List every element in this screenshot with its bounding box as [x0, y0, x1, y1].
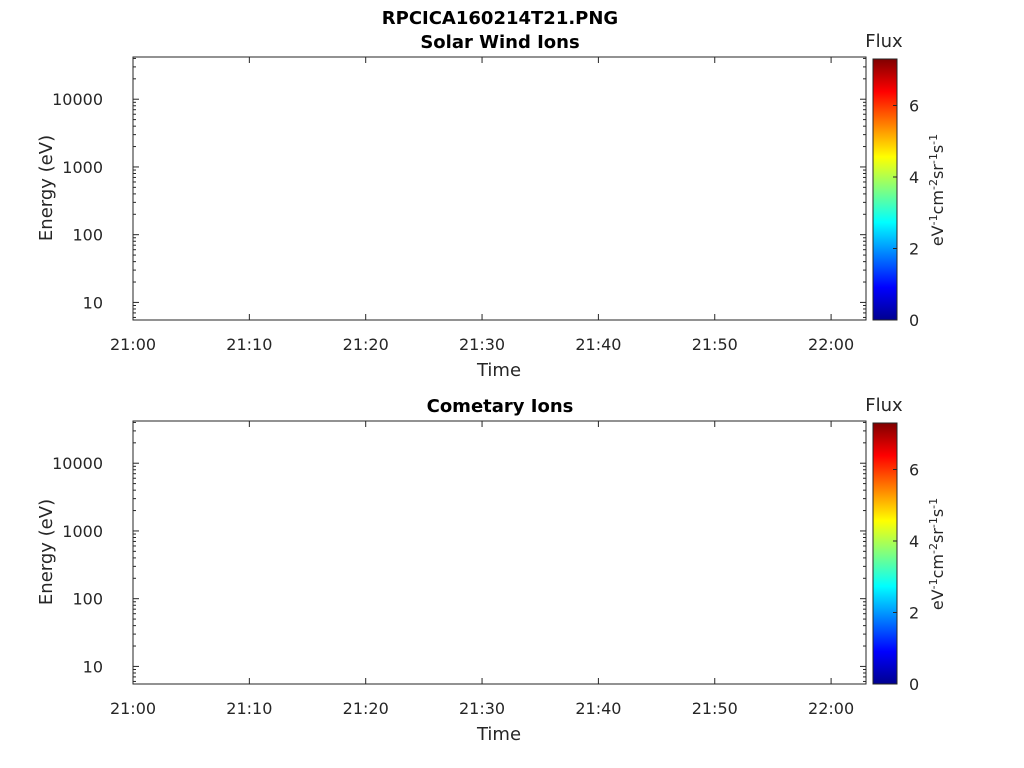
colorbar-tick-label: 2: [909, 239, 919, 258]
colorbar-label-solar-wind: eV-1cm-2sr-1s-1: [927, 134, 948, 246]
panel-solar-wind: Solar Wind Ions 21:00 21:10 21:20 21:30 21:4…: [36, 31, 948, 381]
y-axis-label-solar-wind: Energy (eV): [36, 135, 57, 241]
y-tick-label: 10000: [52, 90, 103, 109]
x-tick-label: 21:00: [110, 335, 156, 354]
x-tick-label: 21:30: [459, 335, 505, 354]
plot-frame-solar-wind: [132, 56, 867, 321]
y-tick-label: 10: [83, 293, 103, 312]
x-ticks-solar-wind: 21:00 21:10 21:20 21:30 21:40 21:50 22:00: [110, 57, 854, 354]
x-tick-label: 22:00: [808, 335, 854, 354]
x-tick-label: 21:50: [692, 335, 738, 354]
colorbar-tick-label: 0: [909, 311, 919, 330]
x-tick-label: 21:20: [343, 335, 389, 354]
panel-title-solar-wind: Solar Wind Ions: [420, 32, 579, 53]
colorbar-tick-label: 4: [909, 168, 919, 187]
y-tick-label: 100: [72, 226, 103, 245]
y-tick-label: 1000: [62, 158, 103, 177]
panel-cometary: Cometary Ions 21:00 21:10 21:20 21:30 21:40 2…: [36, 395, 947, 745]
panel-title-cometary: Cometary Ions: [427, 396, 574, 417]
figure-title: RPCICA160214T21.PNG: [382, 8, 618, 29]
colorbar-tick-label: 6: [909, 96, 919, 115]
x-axis-label-solar-wind: Time: [476, 360, 521, 381]
colorbar-ticks-solar-wind: 0 2 4 6: [893, 96, 919, 330]
y-ticks-solar-wind: 10 100 1000 10000: [52, 57, 866, 318]
x-tick-label: 21:40: [575, 335, 621, 354]
colorbar-solar-wind: [872, 58, 898, 321]
x-tick-label: 21:10: [226, 335, 272, 354]
colorbar-title-solar-wind: Flux: [865, 31, 903, 52]
